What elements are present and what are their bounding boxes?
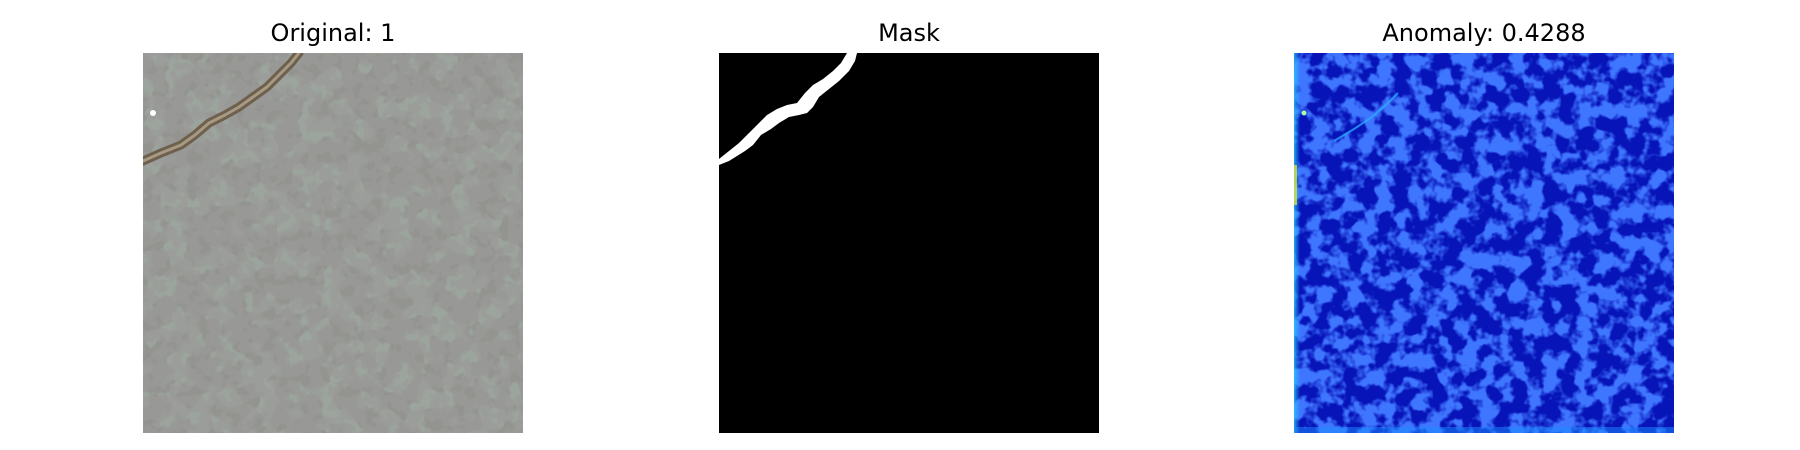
mask-image [719,53,1099,433]
anomaly-title: Anomaly: 0.4288 [1294,18,1674,48]
original-title: Original: 1 [143,18,523,48]
mask-panel: Mask [719,18,1099,438]
mask-title: Mask [719,18,1099,48]
anomaly-heatmap [1294,53,1674,433]
anomaly-panel: Anomaly: 0.4288 [1294,18,1674,438]
original-image [143,53,523,433]
original-panel: Original: 1 [143,18,523,438]
